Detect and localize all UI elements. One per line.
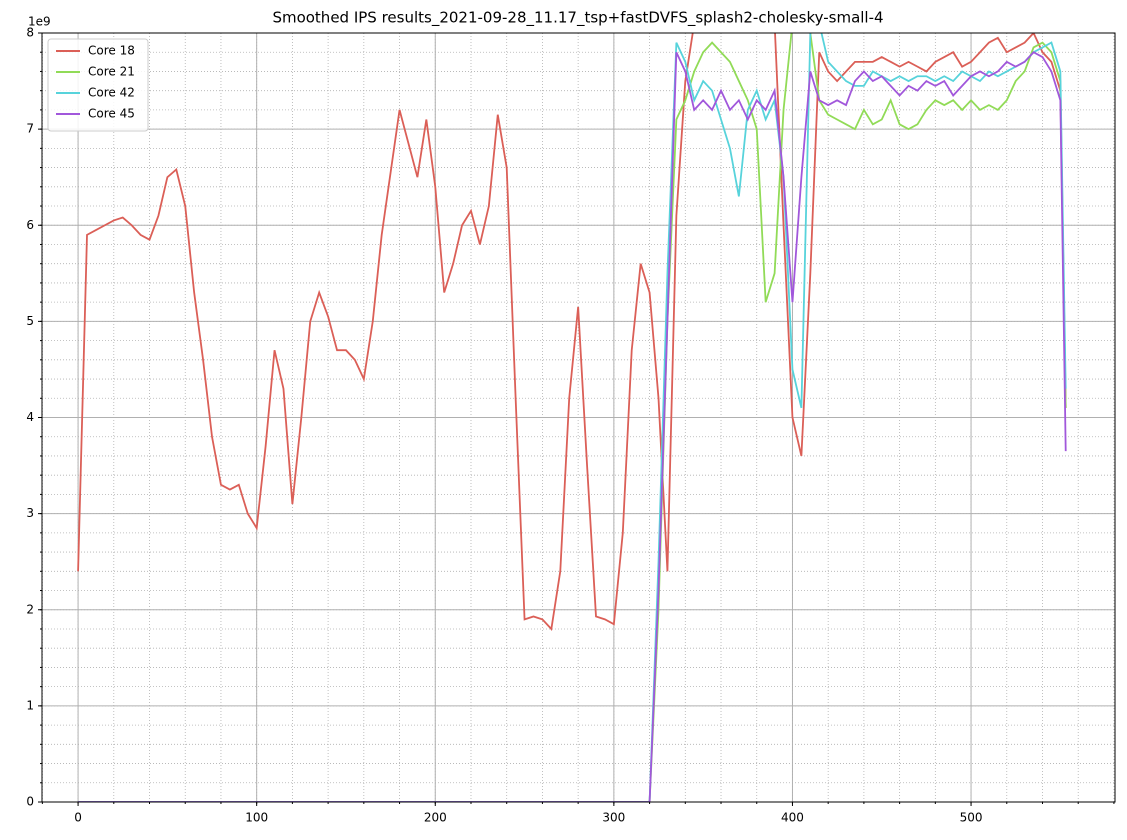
legend-box <box>47 38 149 132</box>
series-line <box>78 51 1067 802</box>
y-tick-label: 5 <box>26 314 34 328</box>
y-tick-label: 3 <box>26 506 34 520</box>
series-line <box>78 33 1067 802</box>
series-line <box>78 33 1067 802</box>
plot-frame <box>41 32 1116 803</box>
series-line <box>77 33 1067 631</box>
legend-label: Core 42 <box>88 86 135 100</box>
chart-title: Smoothed IPS results_2021-09-28_11.17_ts… <box>272 9 883 28</box>
y-tick-label: 2 <box>26 602 34 616</box>
legend-label: Core 18 <box>88 44 135 58</box>
x-tick-label: 200 <box>424 811 447 825</box>
x-tick-label: 0 <box>74 811 82 825</box>
y-tick-label: 6 <box>26 218 34 232</box>
y-tick-label: 1 <box>26 698 34 712</box>
x-tick-label: 100 <box>245 811 268 825</box>
legend-label: Core 45 <box>88 107 135 121</box>
y-tick-label: 7 <box>26 122 34 136</box>
y-offset-label: 1e9 <box>28 15 51 29</box>
x-tick-label: 400 <box>781 811 804 825</box>
y-tick-label: 4 <box>26 410 34 424</box>
x-tick-label: 500 <box>960 811 983 825</box>
y-tick-label: 8 <box>26 26 34 40</box>
x-tick-label: 300 <box>602 811 625 825</box>
y-tick-label: 0 <box>26 795 34 809</box>
legend-label: Core 21 <box>88 65 135 79</box>
plot-area <box>77 33 1067 802</box>
